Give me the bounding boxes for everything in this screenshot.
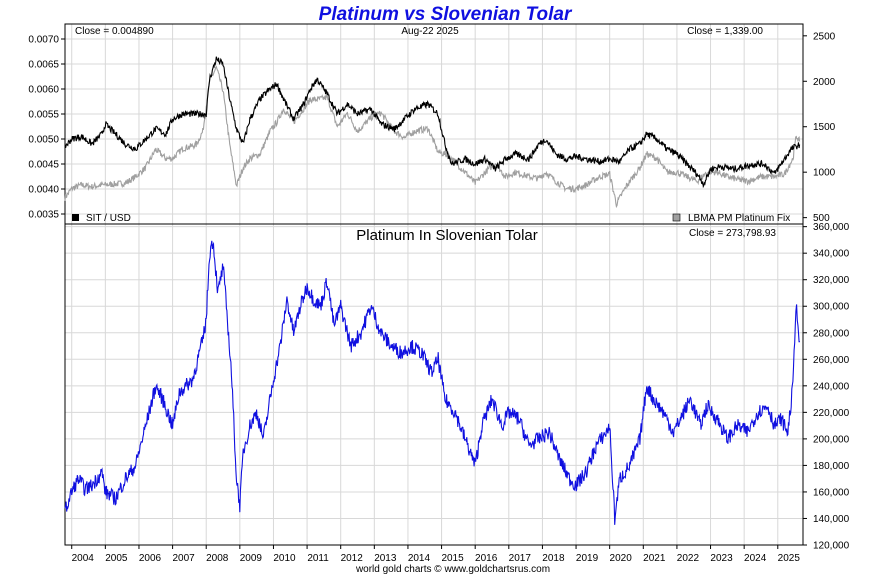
legend-lbma-swatch [672, 213, 681, 222]
x-tick-label: 2010 [273, 553, 296, 564]
y-bottom-tick-label: 240,000 [813, 381, 850, 392]
bottom-panel-series [64, 240, 801, 525]
footer-credit: world gold charts © www.goldchartsrus.co… [355, 564, 550, 575]
y-bottom-tick-label: 260,000 [813, 355, 850, 366]
y-left-tick-label: 0.0060 [28, 85, 59, 96]
y-right-tick-label: 2000 [813, 77, 836, 88]
y-left-tick-label: 0.0050 [28, 135, 59, 146]
series-sit-usd-line [64, 56, 801, 189]
x-tick-label: 2007 [172, 553, 195, 564]
x-tick-label: 2012 [341, 553, 364, 564]
y-left-tick-label: 0.0040 [28, 185, 59, 196]
legend-sit-label: SIT / USD [86, 213, 131, 224]
y-bottom-tick-label: 360,000 [813, 222, 850, 233]
y-bottom-tick-label: 160,000 [813, 487, 850, 498]
top-panel-series [64, 56, 801, 209]
y-bottom-tick-label: 220,000 [813, 408, 850, 419]
series-platinum-in-sit-line [64, 240, 801, 525]
y-right-tick-label: 1500 [813, 122, 836, 133]
series-lbma-platinum-line [64, 65, 801, 209]
y-right-tick-label: 2500 [813, 31, 836, 42]
y-bottom-tick-label: 200,000 [813, 434, 850, 445]
axis-ticks: 2004 2005 2006 2007 2008 2009 2010 2011 2012 2013… [28, 31, 849, 564]
bottom-panel-grid [65, 224, 803, 546]
x-tick-label: 2014 [408, 553, 431, 564]
bottom-panel-title: Platinum In Slovenian Tolar [356, 227, 538, 244]
y-bottom-tick-label: 320,000 [813, 275, 850, 286]
x-tick-label: 2006 [139, 553, 162, 564]
x-tick-label: 2017 [509, 553, 532, 564]
top-panel-grid [65, 24, 803, 224]
y-bottom-tick-label: 300,000 [813, 302, 850, 313]
x-tick-label: 2011 [307, 553, 329, 564]
close-bottom-label: Close = 273,798.93 [689, 228, 776, 239]
y-bottom-tick-label: 280,000 [813, 328, 850, 339]
x-tick-label: 2018 [542, 553, 565, 564]
y-bottom-tick-label: 140,000 [813, 514, 850, 525]
x-tick-label: 2015 [441, 553, 464, 564]
x-tick-label: 2008 [206, 553, 229, 564]
x-tick-label: 2004 [72, 553, 95, 564]
y-left-tick-label: 0.0055 [28, 110, 59, 121]
y-bottom-tick-label: 180,000 [813, 461, 850, 472]
x-tick-label: 2021 [643, 553, 666, 564]
x-tick-label: 2016 [475, 553, 498, 564]
y-left-tick-label: 0.0045 [28, 160, 59, 171]
x-tick-label: 2023 [710, 553, 733, 564]
y-bottom-tick-label: 120,000 [813, 541, 850, 552]
bottom-panel-frame [64, 223, 804, 546]
x-tick-label: 2022 [677, 553, 700, 564]
x-tick-label: 2005 [105, 553, 128, 564]
legend-sit-swatch [72, 214, 79, 221]
date-label: Aug-22 2025 [401, 26, 459, 37]
y-left-tick-label: 0.0035 [28, 210, 59, 221]
x-tick-label: 2019 [576, 553, 599, 564]
x-tick-label: 2025 [778, 553, 801, 564]
y-bottom-tick-label: 340,000 [813, 249, 850, 260]
x-tick-label: 2013 [374, 553, 397, 564]
close-right-label: Close = 1,339.00 [687, 26, 763, 37]
y-left-tick-label: 0.0065 [28, 60, 59, 71]
legend-lbma-label: LBMA PM Platinum Fix [688, 213, 790, 224]
x-tick-label: 2009 [240, 553, 263, 564]
top-panel-frame [64, 23, 804, 225]
y-left-tick-label: 0.0070 [28, 35, 59, 46]
x-tick-label: 2020 [610, 553, 633, 564]
close-left-label: Close = 0.004890 [75, 26, 154, 37]
y-right-tick-label: 1000 [813, 168, 836, 179]
chart-title: Platinum vs Slovenian Tolar [319, 4, 573, 25]
x-tick-label: 2024 [744, 553, 767, 564]
y-right-tick-label: 500 [813, 213, 830, 224]
